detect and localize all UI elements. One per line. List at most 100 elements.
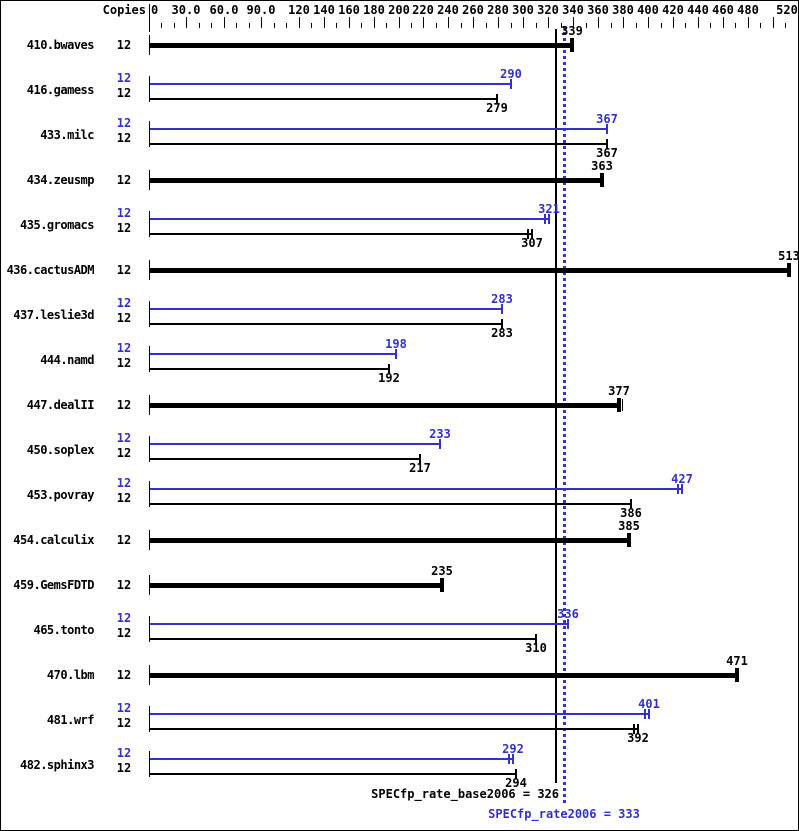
axis-tick-label: 480 (737, 3, 759, 17)
bar-end-cap (512, 754, 514, 764)
bar-end-cap (617, 398, 621, 412)
row-axis-line (149, 436, 150, 462)
minor-tick (161, 23, 162, 28)
major-tick (523, 17, 524, 28)
copies-value: 12 (116, 626, 132, 640)
bar-value-label: 283 (491, 292, 513, 306)
bar-end-cap (501, 319, 503, 329)
peak-bar (150, 488, 682, 490)
axis-tick-label: 200 (388, 3, 410, 17)
minor-tick (760, 23, 761, 28)
bar-value-label: 217 (409, 461, 431, 475)
row-axis-line (149, 575, 150, 595)
benchmark-name: 465.tonto (33, 623, 94, 637)
bar-end-cap (630, 499, 632, 509)
bar-end-cap (388, 364, 390, 374)
major-tick (186, 17, 187, 28)
benchmark-name: 447.dealII (26, 398, 95, 412)
row-axis-line (149, 260, 150, 280)
bar-range-tick (508, 754, 510, 764)
copies-value: 12 (116, 491, 132, 505)
major-tick (423, 17, 424, 28)
bar-end-cap (419, 454, 421, 464)
benchmark-name: 454.calculix (13, 533, 94, 547)
bar-range-tick (677, 484, 679, 494)
bar-end-cap (606, 139, 608, 149)
axis-tick-label: 260 (462, 3, 484, 17)
base-bar (150, 143, 607, 145)
copies-value: 12 (116, 701, 132, 715)
base-bar (150, 233, 532, 235)
axis-tick-label: 420 (662, 3, 684, 17)
axis-tick-label: 400 (637, 3, 659, 17)
bar-end-cap (501, 304, 503, 314)
minor-tick (199, 23, 200, 28)
copies-value: 12 (116, 38, 132, 52)
major-tick (748, 17, 749, 28)
row-axis-line (149, 665, 150, 685)
major-tick (498, 17, 499, 28)
axis-origin-line (149, 4, 150, 32)
peak-bar (150, 623, 568, 625)
benchmark-name: 459.GemsFDTD (13, 578, 94, 592)
base-bar (150, 458, 420, 460)
axis-tick-label: 340 (562, 3, 584, 17)
base-bar (150, 583, 442, 588)
copies-value: 12 (116, 86, 132, 100)
major-tick (598, 17, 599, 28)
copies-value: 12 (116, 533, 132, 547)
peak-bar (150, 83, 511, 85)
major-tick (324, 17, 325, 28)
minor-tick (286, 23, 287, 28)
peak-bar (150, 308, 502, 310)
minor-tick (710, 23, 711, 28)
bar-value-label: 198 (385, 337, 407, 351)
bar-value-label: 363 (591, 159, 613, 173)
copies-value: 12 (116, 131, 132, 145)
major-tick (648, 17, 649, 28)
copies-value: 12 (116, 206, 132, 220)
minor-tick (611, 23, 612, 28)
bar-range-tick (527, 229, 529, 239)
bar-value-label: 427 (671, 472, 693, 486)
bar-value-label: 367 (596, 112, 618, 126)
benchmark-name: 435.gromacs (20, 218, 94, 232)
benchmark-name: 433.milc (40, 128, 94, 142)
axis-tick-label: 140 (313, 3, 335, 17)
base-bar (150, 403, 619, 408)
bar-value-label: 336 (557, 607, 579, 621)
base-bar (150, 538, 629, 543)
minor-tick (249, 23, 250, 28)
minor-tick (236, 23, 237, 28)
bar-end-cap (681, 484, 683, 494)
row-axis-line (149, 35, 150, 55)
axis-tick-label: 160 (338, 3, 360, 17)
minor-tick (636, 23, 637, 28)
bar-end-cap (637, 724, 639, 734)
peak-median-line (563, 26, 566, 804)
bar-value-label: 392 (627, 731, 649, 745)
benchmark-name: 481.wrf (46, 713, 95, 727)
major-tick (773, 17, 774, 28)
major-tick (548, 17, 549, 28)
minor-tick (561, 23, 562, 28)
bar-value-label: 294 (505, 776, 527, 790)
base-bar (150, 98, 497, 100)
axis-tick-label: 240 (437, 3, 459, 17)
base-bar (150, 673, 737, 678)
base-bar (150, 323, 502, 325)
row-axis-line (149, 395, 150, 415)
bar-value-label: 292 (502, 742, 524, 756)
axis-tick-label: 360 (587, 3, 609, 17)
major-tick (698, 17, 699, 28)
bar-value-label: 385 (618, 519, 640, 533)
copies-value: 12 (116, 446, 132, 460)
copies-value: 12 (116, 668, 132, 682)
peak-bar (150, 218, 549, 220)
axis-tick-label: 280 (487, 3, 509, 17)
minor-tick (511, 23, 512, 28)
bar-value-label: 377 (608, 384, 630, 398)
copies-value: 12 (116, 761, 132, 775)
peak-bar (150, 128, 607, 130)
major-tick (374, 17, 375, 28)
